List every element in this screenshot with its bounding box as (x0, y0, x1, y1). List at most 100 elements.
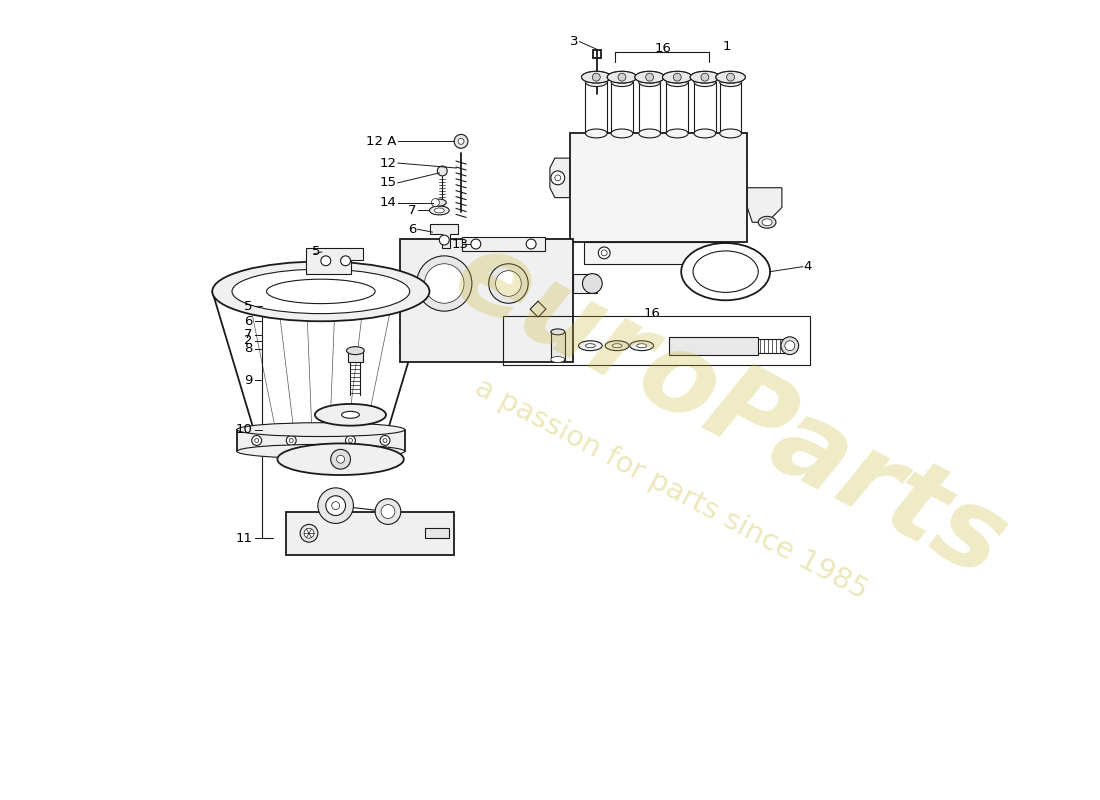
Bar (670, 337, 758, 354)
Text: 13: 13 (452, 238, 469, 250)
Ellipse shape (434, 208, 444, 213)
Circle shape (349, 438, 352, 442)
Polygon shape (584, 242, 727, 264)
Ellipse shape (266, 279, 375, 304)
Circle shape (425, 264, 464, 303)
Ellipse shape (719, 129, 741, 138)
Polygon shape (236, 430, 405, 451)
Circle shape (554, 175, 561, 181)
Circle shape (318, 488, 353, 523)
Polygon shape (462, 237, 544, 251)
Polygon shape (306, 248, 363, 274)
Ellipse shape (694, 78, 716, 86)
Ellipse shape (639, 129, 660, 138)
Ellipse shape (612, 78, 632, 86)
Text: 4: 4 (804, 260, 812, 274)
Circle shape (381, 505, 395, 518)
Text: 5: 5 (244, 300, 253, 313)
Text: 12 A: 12 A (366, 135, 397, 148)
Circle shape (383, 438, 387, 442)
Ellipse shape (716, 71, 746, 83)
Circle shape (304, 528, 313, 538)
Ellipse shape (315, 404, 386, 426)
Ellipse shape (582, 71, 612, 83)
Ellipse shape (662, 71, 692, 83)
Circle shape (300, 524, 318, 542)
Circle shape (252, 435, 262, 446)
Polygon shape (573, 274, 597, 294)
Ellipse shape (635, 71, 664, 83)
Ellipse shape (212, 262, 429, 322)
Text: 7: 7 (408, 204, 417, 217)
Text: 1: 1 (723, 40, 732, 53)
Ellipse shape (667, 78, 689, 86)
Polygon shape (747, 188, 782, 222)
Text: 10: 10 (235, 423, 253, 436)
Ellipse shape (607, 71, 637, 83)
Ellipse shape (585, 344, 595, 348)
Ellipse shape (639, 78, 660, 86)
Ellipse shape (346, 346, 364, 354)
Ellipse shape (551, 329, 564, 335)
Text: 2: 2 (244, 334, 253, 347)
Circle shape (526, 239, 536, 249)
Bar (286, 511, 454, 555)
Circle shape (289, 438, 294, 442)
Circle shape (438, 166, 448, 176)
Circle shape (326, 496, 345, 515)
Circle shape (702, 247, 714, 259)
Circle shape (417, 256, 472, 311)
Text: 14: 14 (379, 196, 397, 209)
Circle shape (255, 438, 258, 442)
Bar (399, 239, 573, 362)
Text: 7: 7 (244, 328, 253, 342)
Ellipse shape (429, 206, 449, 215)
Ellipse shape (432, 199, 447, 206)
Circle shape (701, 74, 708, 81)
Circle shape (673, 74, 681, 81)
Circle shape (551, 171, 564, 185)
Ellipse shape (637, 344, 647, 348)
Text: 9: 9 (244, 374, 253, 386)
Circle shape (496, 270, 521, 296)
Circle shape (593, 74, 601, 81)
Ellipse shape (585, 129, 607, 138)
Text: 15: 15 (379, 176, 397, 190)
Ellipse shape (579, 341, 602, 350)
Ellipse shape (690, 71, 719, 83)
Bar (348, 350, 363, 362)
Ellipse shape (719, 78, 741, 86)
Ellipse shape (762, 219, 772, 226)
Text: 16: 16 (654, 42, 672, 55)
Ellipse shape (277, 443, 404, 475)
Bar (425, 528, 449, 538)
Circle shape (345, 435, 355, 446)
Circle shape (332, 502, 340, 510)
Circle shape (331, 450, 351, 469)
Ellipse shape (612, 344, 621, 348)
Circle shape (598, 247, 611, 259)
Ellipse shape (236, 422, 405, 437)
Circle shape (321, 256, 331, 266)
Polygon shape (570, 134, 747, 242)
Circle shape (646, 74, 653, 81)
Circle shape (431, 198, 439, 206)
Ellipse shape (232, 269, 409, 314)
Polygon shape (430, 224, 458, 248)
Text: 6: 6 (408, 222, 417, 236)
Text: euroParts: euroParts (437, 220, 1024, 600)
Circle shape (471, 239, 481, 249)
Circle shape (705, 250, 711, 256)
Circle shape (602, 250, 607, 256)
Text: 8: 8 (244, 342, 253, 355)
Ellipse shape (551, 357, 564, 362)
Ellipse shape (693, 251, 758, 292)
Ellipse shape (630, 341, 653, 350)
Circle shape (381, 435, 390, 446)
Circle shape (488, 264, 528, 303)
Ellipse shape (236, 445, 405, 458)
Circle shape (785, 341, 794, 350)
Ellipse shape (694, 129, 716, 138)
Circle shape (341, 256, 351, 266)
Ellipse shape (612, 129, 632, 138)
